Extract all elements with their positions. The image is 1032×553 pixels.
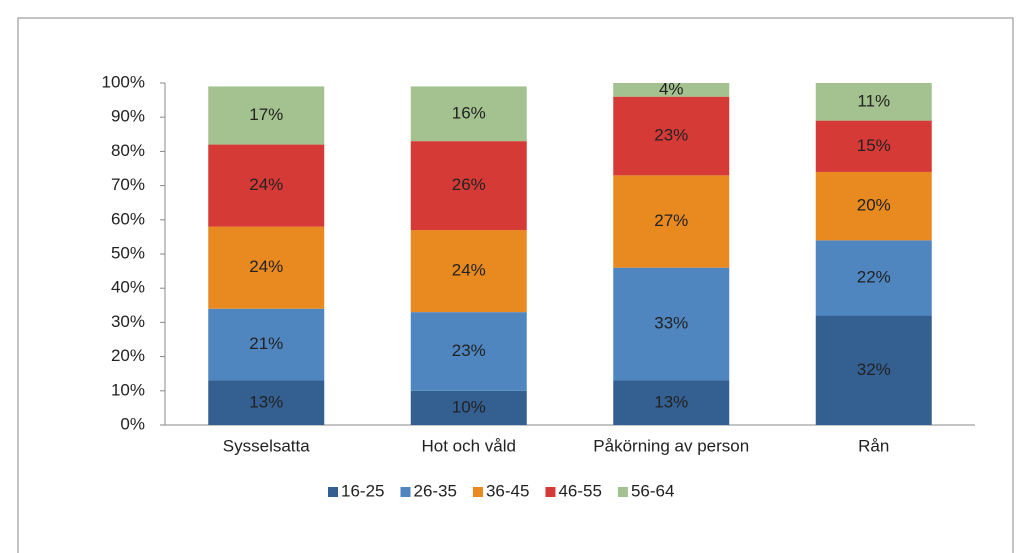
x-tick-label: Sysselsatta	[223, 436, 310, 455]
bar-segment	[208, 144, 325, 227]
bar-segment	[815, 171, 932, 241]
data-label: 24%	[249, 257, 283, 276]
x-tick-label: Hot och våld	[422, 436, 517, 455]
data-label: 13%	[654, 392, 688, 411]
y-tick-label: 30%	[111, 312, 145, 331]
bar-segment	[410, 86, 527, 142]
data-label: 27%	[654, 211, 688, 230]
bar-segment	[410, 312, 527, 391]
y-tick-label: 100%	[102, 72, 145, 91]
data-label: 17%	[249, 105, 283, 124]
legend-swatch	[472, 487, 483, 497]
legend-swatch	[617, 487, 628, 497]
bar-segment	[410, 230, 527, 313]
bar-segment	[815, 315, 932, 425]
legend-label: 46-55	[558, 481, 601, 500]
legend-label: 36-45	[486, 481, 529, 500]
bar-segment	[208, 308, 325, 381]
data-label: 23%	[654, 125, 688, 144]
y-tick-label: 80%	[111, 141, 145, 160]
y-tick-label: 40%	[111, 278, 145, 297]
bar-segment	[815, 240, 932, 316]
y-tick-label: 0%	[120, 414, 145, 433]
data-label: 10%	[452, 397, 486, 416]
legend-swatch	[545, 487, 556, 497]
x-tick-label: Påkörning av person	[593, 436, 749, 455]
data-label: 16%	[452, 103, 486, 122]
data-label: 33%	[654, 314, 688, 333]
legend-label: 26-35	[413, 481, 456, 500]
bar-segment	[613, 267, 730, 381]
data-label: 26%	[452, 175, 486, 194]
legend-label: 16-25	[341, 481, 384, 500]
data-label: 22%	[857, 267, 891, 286]
bar-segment	[208, 86, 325, 145]
data-label: 32%	[857, 360, 891, 379]
data-label: 4%	[659, 79, 684, 98]
data-label: 24%	[249, 175, 283, 194]
legend-swatch	[328, 487, 338, 497]
bar-segment	[410, 141, 527, 231]
y-tick-label: 10%	[111, 380, 145, 399]
bar-segment	[410, 390, 527, 425]
bar-segment	[613, 380, 730, 425]
data-label: 21%	[249, 334, 283, 353]
bar-segment	[613, 175, 730, 268]
data-label: 13%	[249, 392, 283, 411]
y-tick-label: 70%	[111, 175, 145, 194]
y-tick-label: 90%	[111, 107, 145, 126]
data-label: 15%	[857, 136, 891, 155]
bar-segment	[613, 96, 730, 176]
x-tick-label: Rån	[858, 436, 889, 455]
bar-segment	[815, 83, 932, 121]
bar-segment	[613, 83, 730, 97]
data-label: 24%	[452, 261, 486, 280]
bar-segment	[208, 226, 325, 309]
y-tick-label: 60%	[111, 209, 145, 228]
data-label: 23%	[452, 341, 486, 360]
y-tick-label: 50%	[111, 243, 145, 262]
data-label: 20%	[857, 196, 891, 215]
data-label: 11%	[857, 91, 890, 110]
bar-segment	[208, 380, 325, 425]
y-tick-label: 20%	[111, 346, 145, 365]
bar-segment	[815, 120, 932, 172]
legend-label: 56-64	[631, 481, 674, 500]
legend-swatch	[400, 487, 411, 497]
